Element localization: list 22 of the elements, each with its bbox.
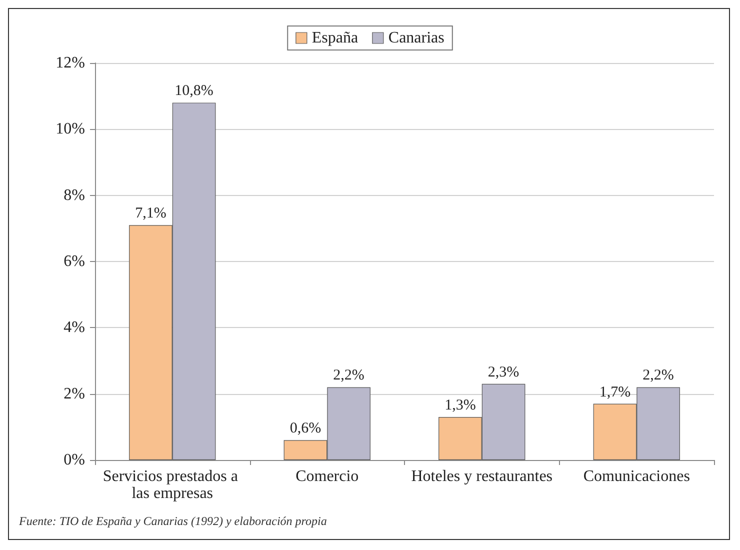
data-label: 2,2% (333, 368, 364, 384)
x-tick-label: Servicios prestados a las empresas (102, 468, 242, 502)
y-tick-label: 8% (64, 186, 85, 204)
x-tick-label: Hoteles y restaurantes (411, 468, 553, 485)
y-tick-label: 10% (56, 120, 85, 138)
data-label: 0,6% (290, 420, 322, 437)
y-tick-label: 0% (64, 452, 85, 468)
data-label: 7,1% (135, 206, 166, 222)
data-label: 1,7% (599, 384, 631, 400)
legend-label: Canarias (388, 30, 444, 46)
y-tick-label: 4% (64, 319, 85, 336)
source-note: Fuente: TIO de España y Canarias (1992) y elaboración propia (18, 514, 327, 528)
y-tick-label: 6% (64, 253, 85, 270)
x-tick-label: Comercio (296, 468, 359, 485)
y-tick-label: 12% (56, 54, 85, 72)
legend-label: España (312, 30, 358, 46)
data-label: 2,3% (488, 364, 520, 380)
x-tick-label: Comunicaciones (583, 468, 690, 485)
data-label: 1,3% (444, 397, 476, 414)
data-label: 10,8% (174, 83, 214, 100)
data-label: 2,2% (642, 368, 674, 384)
y-tick-label: 2% (64, 385, 85, 402)
